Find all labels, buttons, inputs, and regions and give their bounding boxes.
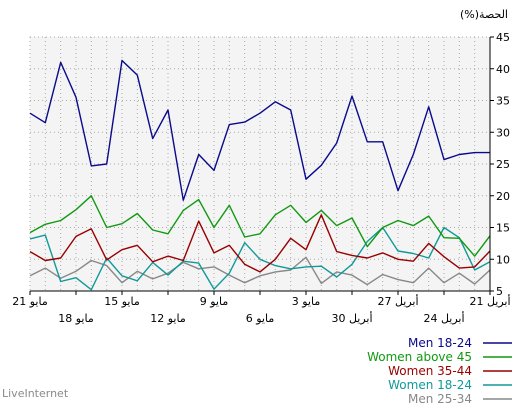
y-tick-label-4: 25	[496, 158, 510, 171]
y-tick-label-0: 5	[496, 285, 503, 298]
legend-label-0: Men 18-24	[408, 336, 472, 350]
brand-label: LiveInternet	[2, 387, 69, 400]
y-tick-label-1: 10	[496, 253, 510, 266]
legend-label-2: Women 35-44	[388, 364, 472, 378]
y-tick-label-2: 15	[496, 222, 510, 235]
x-tick-label-top-1: 15 مايو	[104, 295, 140, 308]
series-line-men-18-24	[29, 59, 490, 201]
series-line-women-18-24	[29, 226, 491, 291]
x-tick-label-top-3: 3 مايو	[292, 295, 321, 308]
x-tick-label-bottom-3: 30 أبريل	[331, 311, 372, 325]
x-tick-label-bottom-0: 18 مايو	[58, 312, 94, 325]
series-lines	[29, 59, 491, 291]
y-tick-label-3: 20	[496, 190, 510, 203]
legend-label-4: Men 25-34	[408, 392, 472, 405]
x-ticks: 21 مايو 15 مايو 9 مايو 3 مايو 27 أبريل 21 أبر…	[12, 291, 511, 325]
y-tick-label-6: 35	[496, 95, 510, 108]
x-tick-label-top-2: 9 مايو	[200, 295, 229, 308]
series-line-women-above-45	[29, 195, 491, 257]
x-tick-label-bottom-4: 24 أبريل	[423, 311, 464, 325]
legend-label-1: Women above 45	[367, 350, 472, 364]
x-tick-label-top-5: 21 أبريل	[469, 294, 510, 308]
x-tick-label-bottom-2: 6 مايو	[246, 312, 275, 325]
y-tick-label-7: 40	[496, 63, 510, 76]
x-tick-label-top-0: 21 مايو	[12, 295, 48, 308]
y-tick-label-8: 45	[496, 31, 510, 44]
y-ticks: 5 10 15 20 25 30 35 40 45	[490, 31, 510, 298]
x-tick-label-bottom-1: 12 مايو	[150, 312, 186, 325]
x-tick-label-top-4: 27 أبريل	[377, 294, 418, 308]
legend-label-3: Women 18-24	[388, 378, 472, 392]
series-line-men-25-34	[29, 256, 491, 286]
series-line-women-35-44	[29, 214, 491, 273]
y-axis-label: (%)الحصة	[460, 8, 508, 21]
y-tick-label-5: 30	[496, 126, 510, 139]
